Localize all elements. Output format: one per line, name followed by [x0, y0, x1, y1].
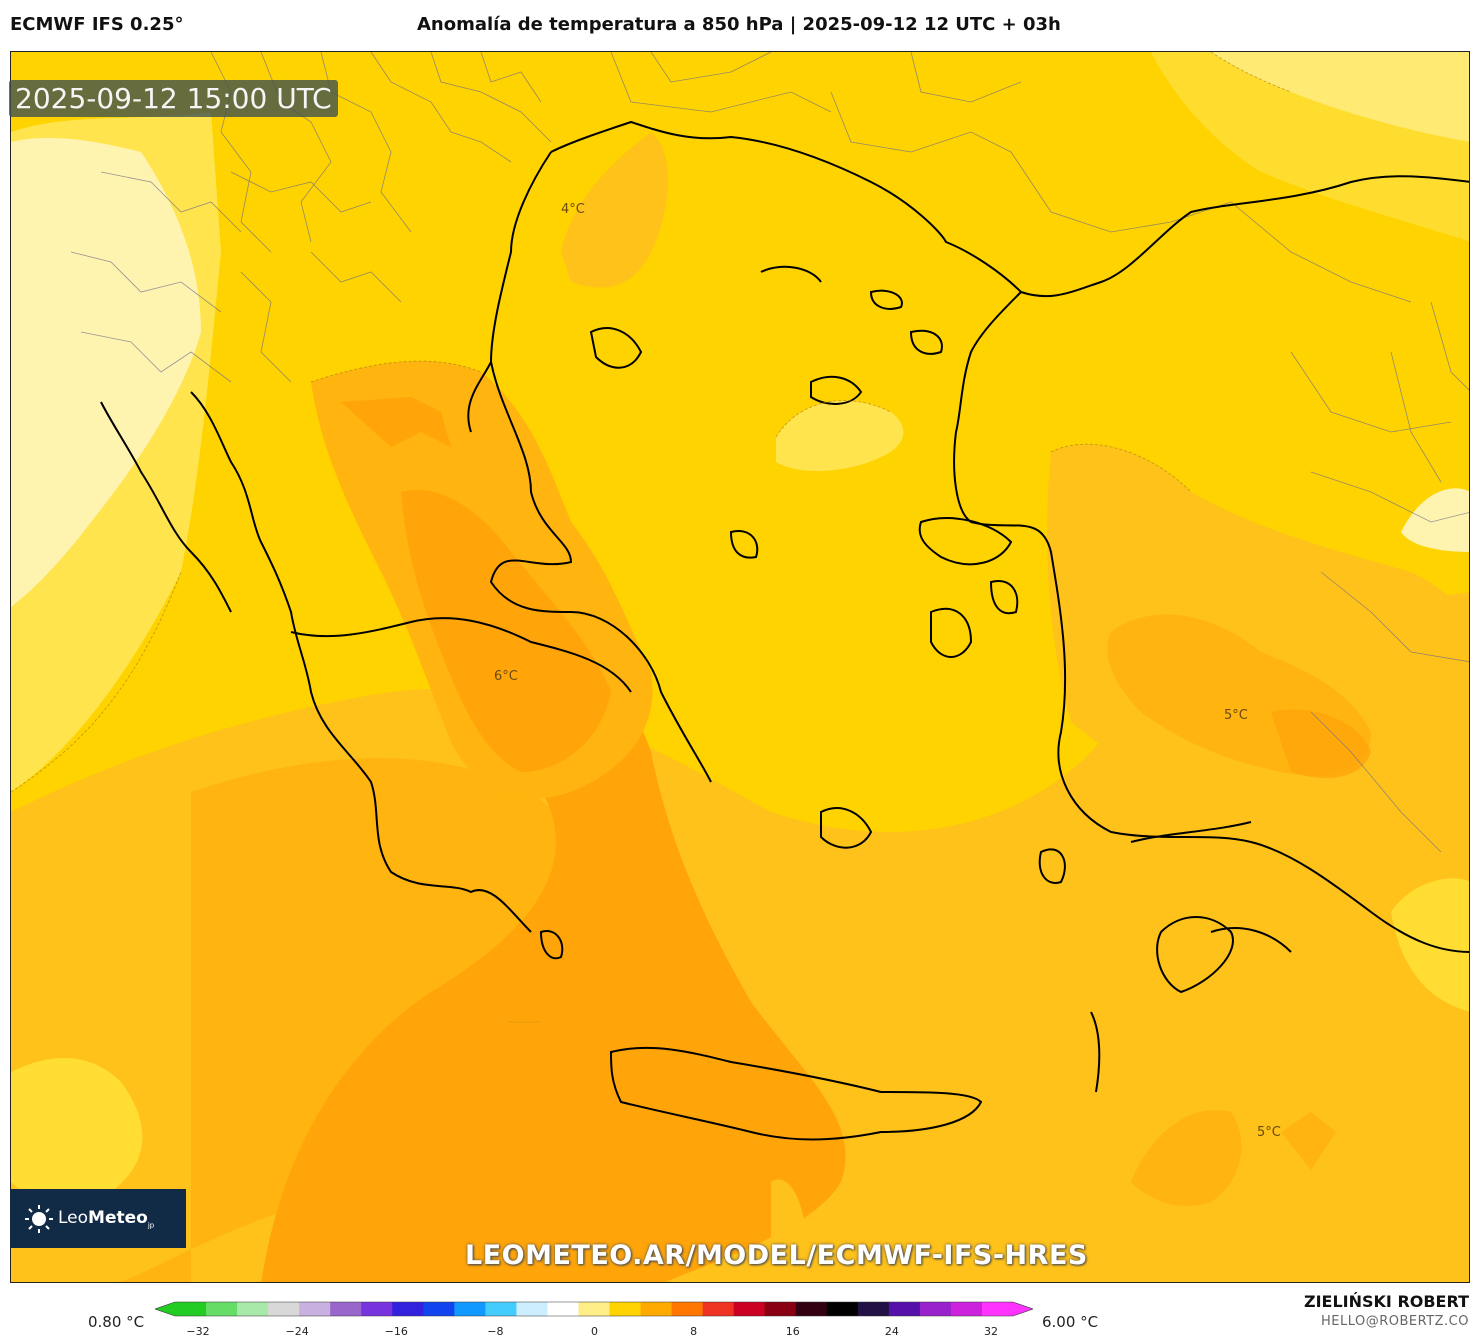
colorbar-outline [155, 1301, 1033, 1317]
colorbar-segment [981, 1302, 1014, 1316]
colorbar-tick-label: −24 [285, 1325, 309, 1338]
field-east-pale [1401, 488, 1469, 552]
colorbar-segment [175, 1302, 207, 1316]
color-scale-bar [155, 1301, 1033, 1317]
colorbar-segment [268, 1302, 300, 1316]
field-northeast-pale [1151, 52, 1469, 242]
field-anatolia-orange-core [1271, 709, 1371, 778]
color-scale-ticks: −32 −24 −16 −8 0 8 16 24 32 [155, 1325, 1031, 1339]
colorbar-segment [423, 1302, 455, 1316]
colorbar-segment [640, 1302, 673, 1316]
colorbar-min-arrow [155, 1302, 175, 1316]
colorbar-segment [299, 1302, 331, 1316]
colorbar-segment [454, 1302, 486, 1316]
colorbar-segment [485, 1302, 517, 1316]
colorbar-segment [237, 1302, 269, 1316]
colorbar-tick-label: 8 [690, 1325, 698, 1338]
colorbar-segment [764, 1302, 797, 1316]
contour-label-southeast: 5°C [1257, 1125, 1281, 1140]
legend-min-label: 0.80 °C [88, 1313, 145, 1331]
field-aegean-pale [776, 400, 904, 472]
field-south-orange [261, 470, 846, 1282]
colorbar-tick-label: −32 [186, 1325, 210, 1338]
chart-title: Anomalía de temperatura a 850 hPa | 2025… [417, 14, 1061, 35]
contour-label-greece: 6°C [494, 669, 518, 684]
source-url-watermark: LEOMETEO.AR/MODEL/ECMWF-IFS-HRES [465, 1240, 1088, 1271]
colorbar-tick-label: 24 [884, 1325, 899, 1338]
field-north-amber-patch [561, 132, 668, 288]
colorbar-segment [795, 1302, 828, 1316]
sun-icon [25, 1204, 53, 1233]
colorbar-segment [733, 1302, 766, 1316]
colorbar-segment [671, 1302, 704, 1316]
colorbar-segment [857, 1302, 890, 1316]
contour-label-north: 4°C [561, 202, 585, 217]
colorbar-tick-label: 16 [785, 1325, 800, 1338]
field-northwest-orange [341, 397, 451, 447]
colorbar-segment [330, 1302, 362, 1316]
colorbar-segment [547, 1302, 579, 1316]
colorbar-segment [392, 1302, 424, 1316]
colorbar-segment [361, 1302, 393, 1316]
colorbar-max-arrow [1013, 1302, 1033, 1316]
colorbar-segment [702, 1302, 735, 1316]
colorbar-segment [919, 1302, 952, 1316]
colorbar-segment [578, 1302, 611, 1316]
map-panel[interactable]: 4°C 6°C 5°C 5°C [10, 51, 1470, 1283]
colorbar-segment [206, 1302, 238, 1316]
valid-time-badge: 2025-09-12 15:00 UTC [9, 80, 338, 117]
field-south-orange-light [120, 758, 615, 1282]
contour-label-anatolia: 5°C [1224, 708, 1248, 723]
colorbar-segment [609, 1302, 642, 1316]
colorbar-segment [516, 1302, 548, 1316]
colorbar-tick-label: −8 [487, 1325, 504, 1338]
leometeo-logo[interactable]: LeoMeteojp [10, 1189, 186, 1248]
field-southwest-yellow [11, 1058, 143, 1203]
field-west-light [11, 137, 201, 608]
colorbar-tick-label: −16 [384, 1325, 408, 1338]
colorbar-segment [888, 1302, 921, 1316]
coastlines [100, 120, 1469, 1141]
author-email[interactable]: HELLO@ROBERTZ.CO [1320, 1314, 1469, 1329]
field-southeast-orange-2 [1281, 1112, 1336, 1170]
colorbar-segment [950, 1302, 983, 1316]
logo-text: LeoMeteojp [58, 1207, 155, 1230]
temperature-anomaly-map [11, 52, 1469, 1282]
field-southeast-orange [1131, 1110, 1242, 1206]
model-title: ECMWF IFS 0.25° [10, 14, 184, 35]
contour-lines [11, 52, 1292, 793]
colorbar-tick-label: 0 [591, 1325, 598, 1338]
author-credit: ZIELIŃSKI ROBERT [1303, 1292, 1469, 1311]
colorbar-tick-label: 32 [984, 1325, 998, 1338]
legend-max-label: 6.00 °C [1042, 1313, 1099, 1331]
colorbar-segment [826, 1302, 859, 1316]
field-south-yellow-strip [771, 1179, 806, 1282]
